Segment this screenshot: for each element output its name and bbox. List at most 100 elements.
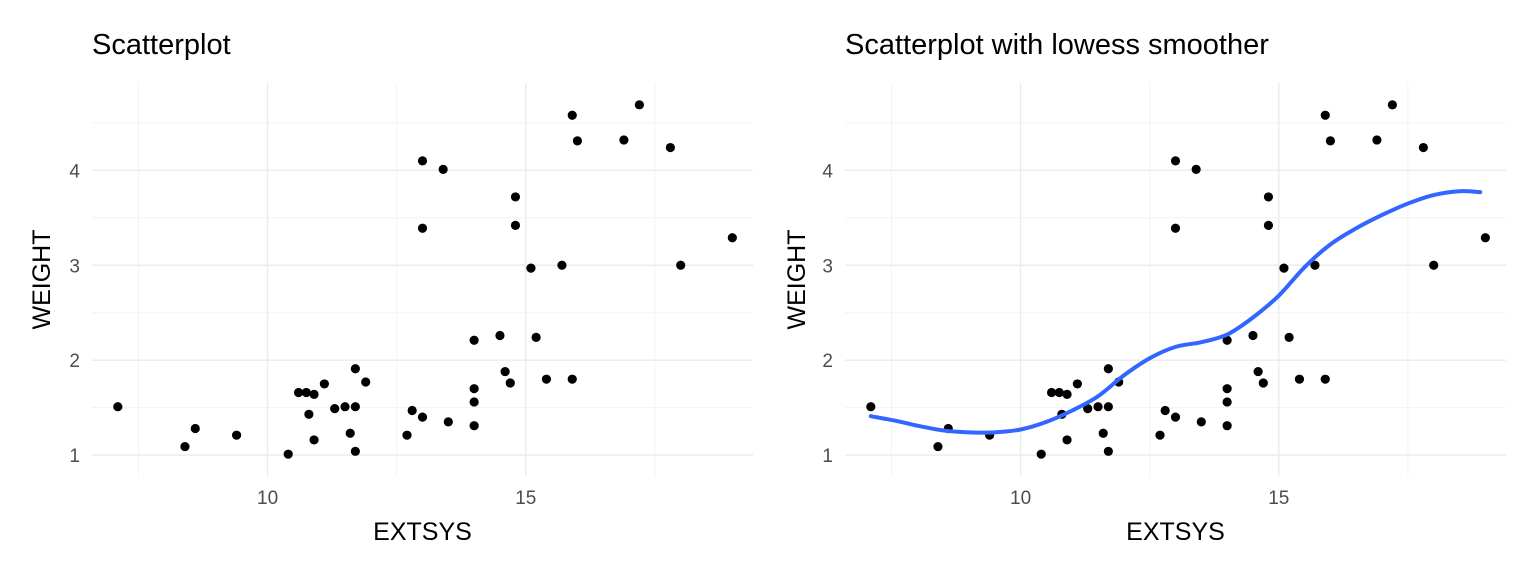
- scatter-point: [190, 423, 200, 434]
- y-tick-label: 2: [822, 351, 833, 372]
- scatter-point: [727, 233, 737, 243]
- scatter-point: [1372, 135, 1382, 145]
- scatter-point: [665, 142, 675, 153]
- scatter-point: [500, 366, 510, 377]
- scatter-point: [1054, 387, 1064, 398]
- scatter-point: [293, 387, 304, 398]
- scatter-point: [1155, 430, 1165, 440]
- scatter-point: [417, 223, 428, 233]
- scatter-point: [340, 402, 350, 412]
- chart-title: Scatterplot with lowess smoother: [845, 29, 1269, 61]
- x-axis-label: EXTSYS: [1126, 518, 1225, 546]
- x-tick-label: 15: [515, 488, 536, 509]
- scatter-point: [1258, 378, 1268, 388]
- scatter-point: [407, 405, 417, 416]
- scatter-point: [531, 332, 541, 343]
- x-tick-label: 10: [257, 488, 278, 509]
- y-tick-label: 3: [69, 256, 80, 277]
- scatter-point: [304, 409, 314, 419]
- chart-title: Scatterplot: [92, 29, 231, 61]
- scatter-point: [866, 402, 876, 412]
- scatter-point: [1170, 412, 1181, 422]
- scatter-point: [361, 377, 371, 387]
- x-tick-label: 10: [1010, 488, 1031, 509]
- scatter-point: [443, 417, 453, 427]
- scatter-point: [1196, 417, 1206, 427]
- scatter-point: [567, 110, 577, 120]
- scatter-point: [113, 402, 123, 412]
- scatter-point: [557, 260, 567, 270]
- scatter-point: [469, 384, 479, 394]
- scatter-point: [634, 100, 644, 110]
- scatter-point: [301, 387, 311, 398]
- y-tick-label: 2: [69, 351, 80, 372]
- scatter-point: [1418, 142, 1428, 153]
- scatter-point: [1320, 110, 1330, 120]
- scatter-point: [417, 412, 428, 422]
- scatter-point: [283, 449, 293, 459]
- scatter-point: [1170, 156, 1181, 166]
- scatter-point: [1222, 384, 1232, 394]
- scatter-point: [1387, 100, 1397, 110]
- lowess-scatterplot-panel: 10 15 1 2 3 4 Scatterplot with lowess smoother…: [783, 29, 1506, 546]
- scatter-point: [1310, 260, 1320, 270]
- scatter-point: [1062, 435, 1072, 445]
- y-axis-label: WEIGHT: [28, 230, 56, 330]
- scatter-point: [350, 402, 360, 412]
- scatter-point: [1294, 374, 1305, 384]
- scatter-point: [1263, 192, 1274, 202]
- y-tick-label: 1: [822, 446, 833, 467]
- scatter-point: [1083, 404, 1093, 414]
- scatter-point: [1253, 366, 1263, 377]
- scatter-point: [676, 260, 686, 270]
- x-tick-label: 15: [1268, 488, 1289, 509]
- scatter-point: [505, 378, 515, 388]
- scatter-point: [1103, 402, 1113, 412]
- scatter-point: [345, 428, 355, 438]
- scatter-point: [469, 335, 479, 345]
- scatter-point: [619, 135, 629, 145]
- scatter-point: [1284, 332, 1294, 343]
- scatter-point: [417, 156, 428, 166]
- scatter-point: [1222, 397, 1232, 407]
- scatterplot-panel: 10 15 1 2 3 4 Scatterplot EXTSYS WEIGHT: [28, 29, 753, 546]
- y-tick-label: 3: [822, 256, 833, 277]
- scatter-point: [1093, 402, 1103, 412]
- scatter-point: [309, 435, 319, 445]
- scatter-point: [933, 441, 943, 452]
- scatter-point: [309, 389, 319, 399]
- scatter-point: [495, 330, 505, 341]
- scatter-point: [572, 136, 583, 146]
- scatter-point: [350, 446, 360, 456]
- scatter-point: [1036, 449, 1046, 459]
- scatter-point: [231, 430, 242, 440]
- scatter-point: [1222, 335, 1232, 345]
- scatter-point: [1098, 428, 1108, 438]
- scatter-point: [1222, 421, 1232, 431]
- scatter-point: [180, 441, 190, 452]
- scatter-point: [1325, 136, 1336, 146]
- y-tick-label: 1: [69, 446, 80, 467]
- scatter-point: [469, 421, 479, 431]
- scatter-point: [510, 192, 521, 202]
- y-axis-label: WEIGHT: [783, 230, 811, 330]
- scatter-point: [1062, 389, 1072, 399]
- scatter-point: [510, 220, 521, 230]
- scatter-point: [1263, 220, 1274, 230]
- scatter-point: [1429, 260, 1439, 270]
- scatter-point: [1248, 330, 1258, 341]
- x-axis-label: EXTSYS: [373, 518, 472, 546]
- scatter-point: [1103, 364, 1113, 374]
- scatter-point: [526, 263, 536, 273]
- y-tick-label: 4: [822, 161, 833, 182]
- scatter-point: [402, 430, 412, 440]
- scatter-point: [1191, 164, 1201, 174]
- scatter-point: [330, 404, 340, 414]
- scatter-point: [350, 364, 360, 374]
- scatter-point: [1046, 387, 1057, 398]
- scatter-point: [1279, 263, 1289, 273]
- y-tick-label: 4: [69, 161, 80, 182]
- scatter-point: [1160, 405, 1170, 416]
- scatter-point: [567, 374, 577, 384]
